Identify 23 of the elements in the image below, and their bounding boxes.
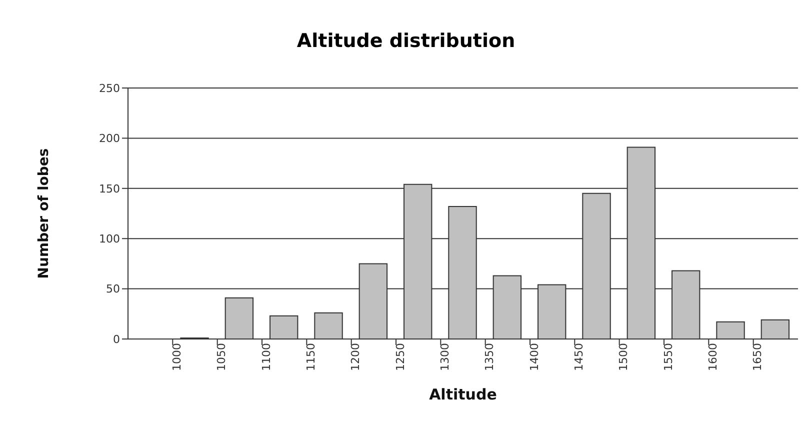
x-tick-label: 1050 [215,343,228,371]
x-tick-label: 1300 [438,343,452,371]
y-tick-label: 0 [113,332,120,346]
y-axis-title: Number of lobes [36,148,52,279]
x-tick-label: 1650 [751,343,764,371]
chart-title: Altitude distribution [296,30,516,52]
x-tick-label: 1500 [617,343,630,371]
x-tick-label: 1250 [394,343,407,371]
x-tick-label: 1100 [260,343,273,371]
x-tick-label: 1000 [170,343,184,371]
x-tick-label: 1350 [483,343,496,371]
x-tick-label: 1200 [349,343,362,371]
x-tick-label: 1550 [662,343,675,371]
x-tick-label: 1400 [528,343,541,371]
x-tick-label: 1450 [572,343,586,371]
y-tick-label: 150 [99,182,120,196]
y-tick-label: 100 [99,232,120,246]
x-tick-label: 1600 [706,343,720,371]
x-tick-label: 1150 [304,343,318,371]
y-tick-label: 250 [99,82,120,95]
x-axis-title: Altitude [429,386,497,404]
y-tick-label: 200 [99,132,120,146]
y-tick-label: 50 [106,282,120,296]
